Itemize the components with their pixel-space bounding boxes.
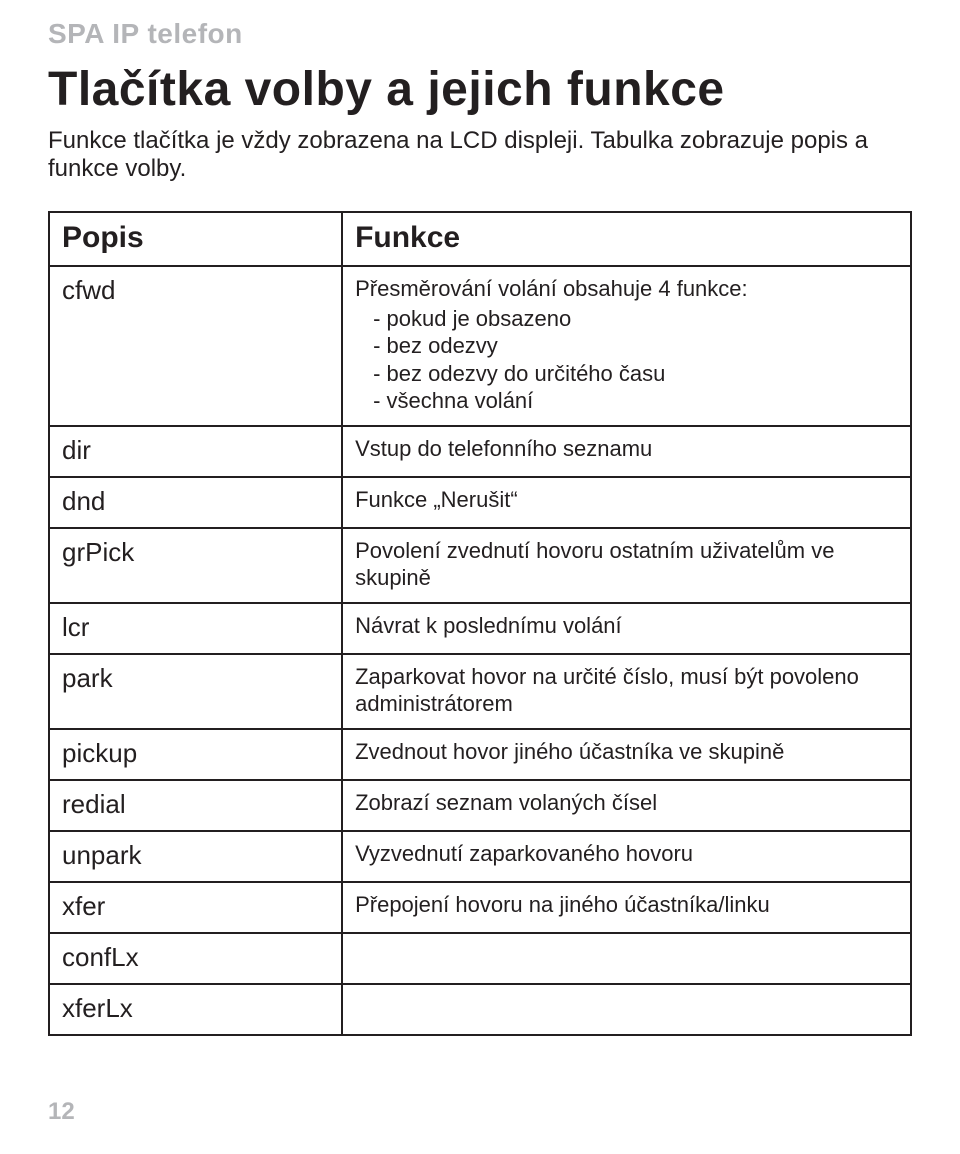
table-row: grPickPovolení zvednutí hovoru ostatním … — [49, 528, 911, 603]
cell-funkce: Návrat k poslednímu volání — [342, 603, 911, 654]
cell-popis: grPick — [49, 528, 342, 603]
intro-text: Funkce tlačítka je vždy zobrazena na LCD… — [48, 127, 912, 183]
funkce-item: - bez odezvy do určitého času — [355, 360, 898, 388]
table-header-popis-label: Popis — [62, 221, 144, 254]
cell-popis: dnd — [49, 477, 342, 528]
funkce-item: - všechna volání — [355, 387, 898, 415]
table-row: unparkVyzvednutí zaparkovaného hovoru — [49, 831, 911, 882]
cell-popis: park — [49, 654, 342, 729]
cell-funkce: Přepojení hovoru na jiného účastníka/lin… — [342, 882, 911, 933]
funkce-item: - bez odezvy — [355, 332, 898, 360]
cell-popis: cfwd — [49, 266, 342, 426]
functions-table: PopisFunkcecfwdPřesměrování volání obsah… — [48, 211, 912, 1036]
table-row: redialZobrazí seznam volaných čísel — [49, 780, 911, 831]
table-row: xferPřepojení hovoru na jiného účastníka… — [49, 882, 911, 933]
cell-funkce: Vstup do telefonního seznamu — [342, 426, 911, 477]
cell-funkce: Povolení zvednutí hovoru ostatním uživat… — [342, 528, 911, 603]
cell-popis: lcr — [49, 603, 342, 654]
cell-funkce — [342, 984, 911, 1035]
cell-funkce: Zvednout hovor jiného účastníka ve skupi… — [342, 729, 911, 780]
table-row: pickupZvednout hovor jiného účastníka ve… — [49, 729, 911, 780]
section-title: Tlačítka volby a jejich funkce — [48, 62, 912, 117]
cell-funkce: Funkce „Nerušit“ — [342, 477, 911, 528]
page-number: 12 — [48, 1098, 75, 1126]
table-row: lcrNávrat k poslednímu volání — [49, 603, 911, 654]
doc-title: SPA IP telefon — [48, 18, 912, 50]
table-header-row: Popis Funkce — [49, 212, 911, 266]
cell-popis: unpark — [49, 831, 342, 882]
cell-funkce: Vyzvednutí zaparkovaného hovoru — [342, 831, 911, 882]
cell-funkce: Zobrazí seznam volaných čísel — [342, 780, 911, 831]
funkce-lead: Přesměrování volání obsahuje 4 funkce: — [355, 275, 898, 303]
table-header-funkce: Funkce — [342, 212, 911, 266]
table-row: dirVstup do telefonního seznamu — [49, 426, 911, 477]
cell-popis: xferLx — [49, 984, 342, 1035]
table-row: cfwdPřesměrování volání obsahuje 4 funkc… — [49, 266, 911, 426]
table-row: confLx — [49, 933, 911, 984]
page: SPA IP telefon Tlačítka volby a jejich f… — [0, 0, 960, 1154]
table-row: xferLx — [49, 984, 911, 1035]
cell-popis: pickup — [49, 729, 342, 780]
cell-funkce: Zaparkovat hovor na určité číslo, musí b… — [342, 654, 911, 729]
cell-funkce: Přesměrování volání obsahuje 4 funkce:- … — [342, 266, 911, 426]
cell-funkce — [342, 933, 911, 984]
table-row: parkZaparkovat hovor na určité číslo, mu… — [49, 654, 911, 729]
cell-popis: confLx — [49, 933, 342, 984]
funkce-item: - pokud je obsazeno — [355, 305, 898, 333]
table-row: dndFunkce „Nerušit“ — [49, 477, 911, 528]
table-header-popis: Popis — [49, 212, 342, 266]
cell-popis: xfer — [49, 882, 342, 933]
table-header-funkce-label: Funkce — [355, 221, 460, 254]
cell-popis: dir — [49, 426, 342, 477]
cell-popis: redial — [49, 780, 342, 831]
